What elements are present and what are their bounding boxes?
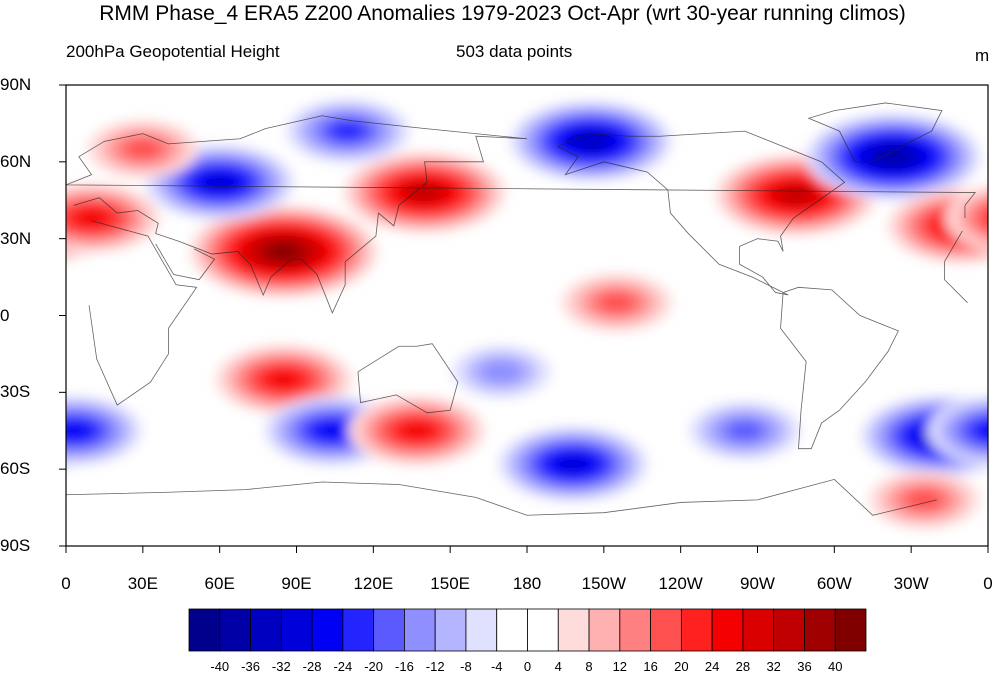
colorbar-label: -32 (271, 659, 291, 674)
anomaly-center (263, 395, 401, 466)
variable-label: 200hPa Geopotential Height (66, 42, 280, 61)
colorbar-swatch (188, 608, 221, 652)
chart-title: RMM Phase_4 ERA5 Z200 Anomalies 1979-202… (99, 2, 906, 25)
coastline (557, 130, 846, 296)
lon-tick-label: 30W (893, 574, 929, 593)
coastline (780, 286, 899, 450)
colorbar-swatch (373, 608, 405, 652)
colorbar-label: 36 (797, 659, 812, 674)
lon-tick-label: 150E (430, 574, 471, 593)
colorbar-swatch (465, 608, 498, 652)
colorbar-swatch (711, 608, 744, 652)
coastline (357, 343, 459, 414)
colorbar-swatch (219, 608, 251, 652)
colorbar-swatch (250, 608, 282, 652)
colorbar-swatch (619, 608, 651, 652)
colorbar-swatch (496, 608, 528, 652)
colorbar-label: -20 (364, 659, 384, 674)
colorbar-label: 8 (585, 659, 593, 674)
lat-tick-label: 90S (0, 536, 31, 555)
lat-tick-label: 60S (0, 459, 31, 479)
colorbar-swatch (311, 608, 344, 652)
lat-tick-label: 30S (0, 382, 31, 402)
anomaly-field (66, 85, 988, 546)
colorbar-swatch (557, 608, 590, 652)
anomaly-center (343, 152, 506, 233)
lon-tick-label: 180 (512, 574, 542, 593)
lat-tick-label: 0 (0, 305, 10, 325)
colorbar-label: -4 (490, 659, 503, 674)
coastline (88, 220, 968, 406)
anomaly-center (66, 395, 988, 466)
anomaly-center (689, 401, 801, 460)
colorbar-label: 4 (554, 659, 562, 674)
anomaly-center (509, 100, 673, 182)
colorbar-label: -36 (241, 659, 260, 674)
lon-tick-label: 60E (204, 574, 235, 593)
colorbar-swatch (527, 608, 559, 652)
colorbar-swatch (680, 608, 713, 652)
anomaly-center (348, 395, 486, 466)
colorbar-label: 40 (827, 659, 843, 674)
colorbar-swatch (404, 608, 436, 652)
colorbar-swatch (280, 608, 313, 652)
lat-tick-label: 30N (0, 228, 32, 248)
data-points-label: 503 data points (456, 42, 573, 61)
anomaly-center (561, 273, 673, 332)
colorbar-label: 0 (523, 659, 532, 674)
colorbar-swatch (804, 608, 836, 652)
units-label: m (975, 46, 990, 65)
lon-tick-label: 30E (127, 574, 158, 593)
lat-tick-label: 90N (0, 75, 32, 94)
colorbar-label: -8 (460, 659, 472, 674)
lon-tick-label: 90W (740, 574, 775, 593)
colorbar-swatch (588, 608, 621, 652)
lat-tick-label: 60N (0, 151, 32, 171)
colorbar-label: -12 (425, 659, 445, 674)
anomaly-center (868, 470, 980, 530)
colorbar-swatch (834, 608, 867, 652)
colorbar-label: -40 (210, 659, 230, 674)
colorbar-swatch (434, 608, 467, 652)
colorbar-label: 32 (766, 659, 781, 674)
colorbar-swatch (342, 608, 375, 652)
anomaly-center (285, 99, 410, 164)
colorbar (188, 608, 867, 652)
colorbar-swatch (650, 608, 682, 652)
coastline (66, 115, 977, 314)
colorbar-label: 12 (612, 659, 628, 674)
coastlines (66, 102, 977, 516)
lon-tick-label: 60W (816, 574, 852, 593)
lon-tick-label: 120E (353, 574, 394, 593)
anomaly-center (498, 426, 648, 502)
coastline (807, 102, 943, 163)
colorbar-swatch (742, 608, 775, 652)
lon-tick-label: 0 (983, 574, 993, 593)
lon-tick-label: 150W (581, 574, 627, 593)
colorbar-label: -24 (333, 659, 353, 674)
colorbar-label: 24 (704, 659, 720, 674)
lon-tick-label: 120W (658, 574, 703, 593)
colorbar-swatch (773, 608, 805, 652)
anomaly-center (805, 113, 981, 200)
coastline (155, 243, 216, 281)
colorbar-label: 28 (735, 659, 751, 674)
colorbar-label: -28 (302, 659, 322, 674)
colorbar-label: 20 (674, 659, 689, 674)
colorbar-label: -16 (395, 659, 414, 674)
anomaly-center (452, 345, 551, 399)
lon-tick-label: 90E (281, 574, 312, 593)
colorbar-label: 16 (643, 659, 658, 674)
coastline (66, 478, 937, 516)
lon-tick-label: 0 (61, 574, 71, 593)
